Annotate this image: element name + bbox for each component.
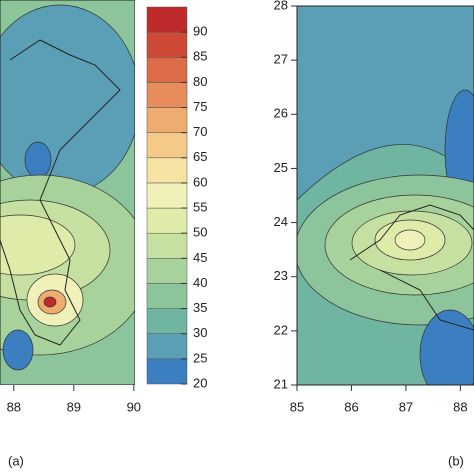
colorbar-band: [146, 358, 188, 385]
colorbar-band: [146, 157, 188, 184]
panel-b-frame: [296, 5, 474, 386]
colorbar-band: [146, 232, 188, 259]
colorbar-tick-label: 40: [193, 275, 207, 290]
x-tick-label: 86: [344, 399, 358, 414]
colorbar-tick-label: 80: [193, 74, 207, 89]
y-tick-label: 28: [274, 0, 288, 12]
colorbar-tick-label: 50: [193, 225, 207, 240]
x-tick-label: 85: [290, 399, 304, 414]
x-tick-label: 90: [127, 399, 141, 414]
colorbar-band: [146, 308, 188, 334]
colorbar-tick-label: 30: [193, 325, 207, 340]
colorbar-tick-label: 25: [193, 350, 207, 365]
colorbar-tick-label: 75: [193, 99, 207, 114]
colorbar-band: [146, 57, 188, 83]
y-tick-label: 25: [274, 160, 288, 175]
colorbar-band: [146, 132, 188, 159]
y-tick-label: 27: [274, 52, 288, 67]
colorbar-band: [146, 283, 188, 309]
colorbar-band: [146, 31, 188, 58]
colorbar-band: [146, 258, 188, 284]
colorbar-tick-label: 65: [193, 149, 207, 164]
colorbar-band: [146, 182, 188, 209]
colorbar-tick-label: 60: [193, 174, 207, 189]
panel-b-map: [297, 6, 474, 385]
colorbar-band: [146, 207, 188, 234]
x-tick-label: 87: [399, 399, 413, 414]
colorbar-band: [146, 333, 188, 360]
panel-a-map: [0, 0, 135, 385]
colorbar-tick-label: 20: [193, 375, 207, 390]
y-tick-label: 26: [274, 106, 288, 121]
y-tick-label: 22: [274, 322, 288, 337]
colorbar-tick-label: 90: [193, 24, 207, 39]
colorbar-tick-label: 55: [193, 200, 207, 215]
y-tick-label: 21: [274, 376, 288, 391]
colorbar-band: [146, 107, 188, 133]
panel-label: (b): [448, 453, 464, 468]
panel-label: (a): [8, 453, 24, 468]
x-tick-label: 89: [67, 399, 81, 414]
y-tick-label: 23: [274, 268, 288, 283]
colorbar-tick-label: 85: [193, 49, 207, 64]
colorbar-band: [146, 82, 188, 108]
colorbar-tick-label: 45: [193, 250, 207, 265]
y-tick-label: 24: [274, 214, 288, 229]
colorbar-tick-label: 70: [193, 124, 207, 139]
x-tick-label: 88: [7, 399, 21, 414]
colorbar-band: [146, 6, 188, 33]
x-tick-label: 88: [453, 399, 467, 414]
colorbar-tick-label: 35: [193, 300, 207, 315]
